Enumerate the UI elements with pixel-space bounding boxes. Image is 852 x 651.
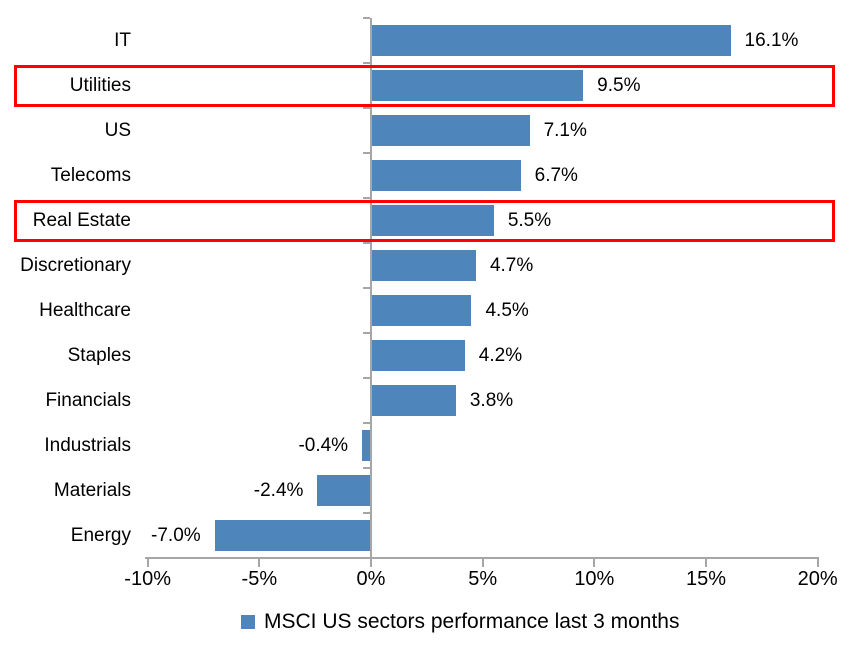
value-label: -0.4% — [298, 435, 349, 456]
x-axis-tick — [816, 557, 819, 567]
category-axis-tick — [363, 107, 370, 109]
category-label: Utilities — [69, 75, 131, 96]
category-axis-tick — [363, 17, 370, 19]
bar — [317, 475, 371, 506]
category-label: IT — [114, 30, 131, 51]
category-label: Materials — [53, 480, 131, 501]
category-axis-tick — [363, 377, 370, 379]
category-axis-tick — [363, 242, 370, 244]
legend-swatch-icon — [241, 615, 255, 629]
x-tick-label: -10% — [124, 568, 172, 590]
x-axis-tick — [258, 557, 261, 567]
category-label: Energy — [70, 525, 131, 546]
bar — [214, 520, 371, 551]
category-axis-tick — [363, 512, 370, 514]
legend: MSCI US sectors performance last 3 month… — [241, 610, 679, 634]
category-axis-tick — [363, 152, 370, 154]
highlight-box — [14, 64, 835, 107]
bar — [371, 160, 521, 191]
category-label: Staples — [67, 345, 131, 366]
category-axis-tick — [363, 62, 370, 64]
value-label: 6.7% — [534, 165, 578, 186]
category-label: Telecoms — [50, 165, 131, 186]
bar — [371, 115, 530, 146]
category-label: US — [104, 120, 131, 141]
bar — [371, 295, 472, 326]
category-label: Healthcare — [39, 300, 131, 321]
category-label: Industrials — [44, 435, 131, 456]
x-axis-tick — [481, 557, 484, 567]
highlight-box — [14, 199, 835, 242]
bar — [371, 205, 494, 236]
category-label: Financials — [45, 390, 131, 411]
x-axis-tick — [704, 557, 707, 567]
category-label: Real Estate — [32, 210, 131, 231]
value-label: -2.4% — [253, 480, 304, 501]
category-label: Discretionary — [20, 255, 131, 276]
value-label: 4.5% — [485, 300, 529, 321]
value-label: 16.1% — [744, 30, 799, 51]
category-axis-line — [370, 18, 372, 559]
value-label: 4.2% — [478, 345, 523, 366]
bar — [371, 385, 456, 416]
x-tick-label: 20% — [797, 568, 838, 590]
bar — [371, 250, 476, 281]
bar — [371, 25, 731, 56]
category-axis-tick — [363, 332, 370, 334]
x-axis-tick — [370, 557, 372, 567]
x-tick-label: 15% — [685, 568, 726, 590]
bar — [371, 70, 584, 101]
value-label: 4.7% — [489, 255, 534, 276]
value-label: 5.5% — [507, 210, 552, 231]
x-tick-label: 0% — [356, 568, 386, 590]
legend-label: MSCI US sectors performance last 3 month… — [264, 610, 680, 633]
category-axis-tick — [363, 467, 370, 469]
value-label: 9.5% — [597, 75, 641, 96]
category-axis-tick — [363, 287, 370, 289]
value-label: -7.0% — [151, 525, 201, 546]
x-axis-tick — [146, 557, 149, 567]
x-tick-label: -5% — [241, 568, 278, 590]
bar — [362, 430, 371, 461]
category-axis-tick — [363, 422, 370, 424]
x-tick-label: 5% — [468, 568, 498, 590]
value-label: 3.8% — [469, 390, 514, 411]
x-tick-label: 10% — [574, 568, 615, 590]
category-axis-tick — [363, 197, 370, 199]
x-axis-tick — [593, 557, 596, 567]
bar — [371, 340, 465, 371]
value-label: 7.1% — [543, 120, 587, 141]
